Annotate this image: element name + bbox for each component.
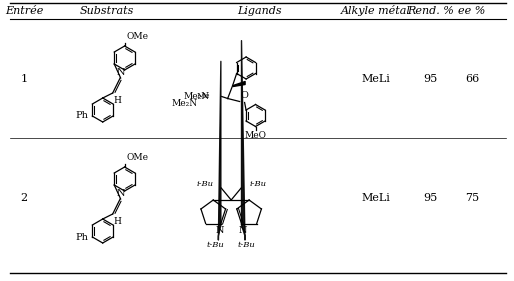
- Text: 95: 95: [423, 74, 437, 84]
- Text: t-Bu: t-Bu: [207, 241, 225, 248]
- Text: i-Bu: i-Bu: [249, 180, 266, 188]
- Text: MeLi: MeLi: [361, 74, 390, 84]
- Text: 95: 95: [423, 193, 437, 203]
- Text: Ph: Ph: [76, 112, 88, 121]
- Text: N: N: [116, 68, 125, 77]
- Text: Entrée: Entrée: [5, 6, 43, 16]
- Text: OMe: OMe: [126, 153, 149, 162]
- Text: H: H: [114, 217, 121, 226]
- Text: MeLi: MeLi: [361, 193, 390, 203]
- Text: MeO: MeO: [245, 132, 267, 140]
- Text: ee %: ee %: [458, 6, 486, 16]
- Text: OMe: OMe: [126, 32, 149, 41]
- Text: Substrats: Substrats: [80, 6, 134, 16]
- Text: Me₂N: Me₂N: [171, 99, 197, 108]
- Text: Ph: Ph: [76, 232, 88, 241]
- Text: Alkyle métal: Alkyle métal: [341, 6, 411, 17]
- Text: Ligands: Ligands: [237, 6, 281, 16]
- Text: Me₂N: Me₂N: [183, 92, 210, 101]
- Text: 2: 2: [21, 193, 28, 203]
- Text: O: O: [241, 92, 248, 101]
- Text: i-Bu: i-Bu: [196, 180, 213, 188]
- Text: N: N: [116, 189, 125, 198]
- Text: N: N: [238, 226, 247, 235]
- Text: 66: 66: [465, 74, 479, 84]
- Text: t-Bu: t-Bu: [237, 241, 255, 248]
- Text: Me: Me: [196, 92, 210, 101]
- Text: N: N: [215, 226, 224, 235]
- Text: Rend. %: Rend. %: [407, 6, 454, 16]
- Text: 75: 75: [465, 193, 479, 203]
- Text: H: H: [114, 96, 121, 105]
- Text: 1: 1: [21, 74, 28, 84]
